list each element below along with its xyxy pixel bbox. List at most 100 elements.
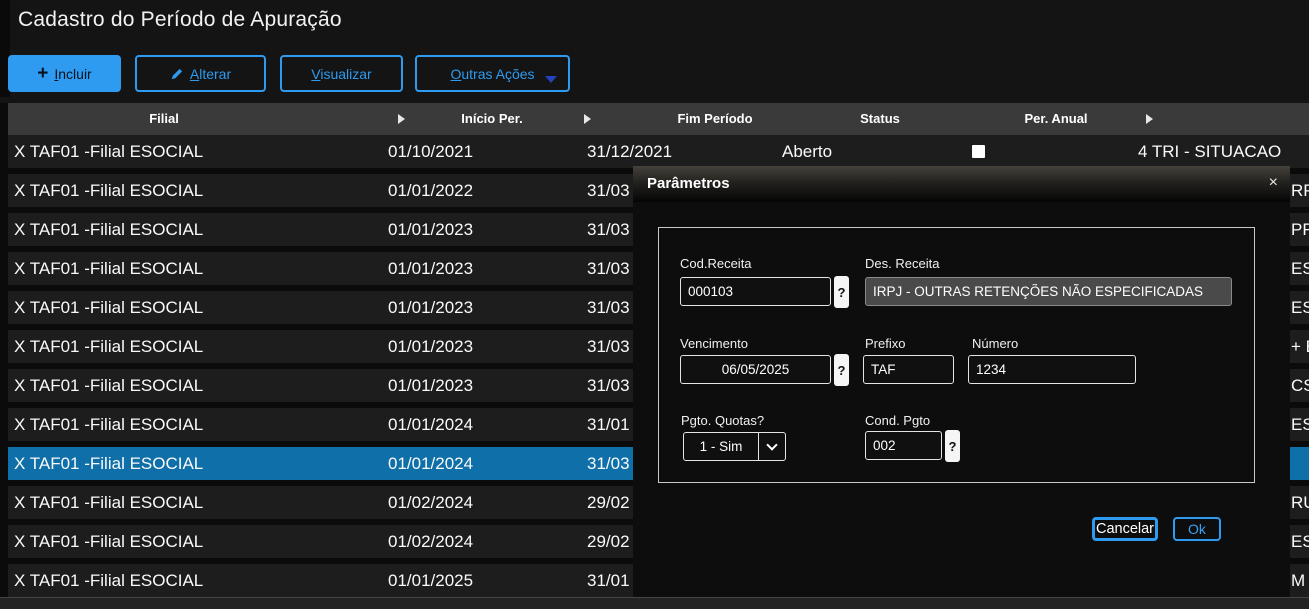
column-header-filial[interactable]: Filial bbox=[149, 111, 179, 126]
cell-fim-periodo: 31/12/2021 bbox=[587, 142, 673, 161]
cond-pgto-lookup-button[interactable]: ? bbox=[945, 430, 960, 462]
incluir-button[interactable]: + Incluir bbox=[8, 55, 121, 92]
pencil-icon bbox=[170, 67, 184, 81]
cell-fim-periodo: 31/01 bbox=[587, 571, 630, 590]
cell-filial: X TAF01 -Filial ESOCIAL bbox=[14, 142, 204, 161]
pgto-quotas-label: Pgto. Quotas? bbox=[681, 413, 765, 428]
visualizar-button[interactable]: Visualizar bbox=[280, 55, 403, 92]
cell-fim-periodo: 31/03 bbox=[587, 259, 630, 278]
cod-receita-input[interactable] bbox=[680, 277, 831, 306]
cell-fim-periodo: 31/03 bbox=[587, 220, 630, 239]
cancelar-button[interactable]: Cancelar bbox=[1092, 517, 1158, 541]
cell-inicio-per: 01/02/2024 bbox=[388, 532, 474, 551]
chevron-down-icon bbox=[759, 438, 785, 451]
cell-fim-periodo: 31/03 bbox=[587, 337, 630, 356]
cell-per-anual-fragment: + E bbox=[1291, 337, 1309, 356]
pgto-quotas-select[interactable]: 1 - Sim bbox=[683, 432, 786, 461]
cell-fim-periodo: 31/03 bbox=[587, 298, 630, 317]
prefixo-label: Prefixo bbox=[865, 336, 906, 351]
alterar-button[interactable]: Alterar bbox=[135, 55, 266, 92]
cell-filial: X TAF01 -Filial ESOCIAL bbox=[14, 181, 204, 200]
column-header-fim-periodo[interactable]: Fim Período bbox=[677, 111, 753, 126]
cell-fim-periodo: 29/02 bbox=[587, 493, 630, 512]
cell-filial: X TAF01 -Filial ESOCIAL bbox=[14, 337, 204, 356]
cell-per-anual-fragment: M bbox=[1291, 571, 1306, 590]
column-header-inicio-per[interactable]: Início Per. bbox=[461, 111, 523, 126]
cell-inicio-per: 01/01/2024 bbox=[388, 454, 474, 473]
dropdown-divider bbox=[758, 433, 759, 460]
cell-filial: X TAF01 -Filial ESOCIAL bbox=[14, 493, 204, 512]
ok-button[interactable]: Ok bbox=[1173, 517, 1221, 541]
cell-filial: X TAF01 -Filial ESOCIAL bbox=[14, 415, 204, 434]
cell-per-anual-fragment: ES bbox=[1291, 532, 1309, 551]
cell-per-anual-fragment: RU bbox=[1291, 493, 1309, 512]
cell-per-anual-fragment: CS bbox=[1291, 376, 1309, 395]
sort-arrow-icon bbox=[584, 114, 591, 124]
outras-acoes-button[interactable]: Outras Ações bbox=[415, 55, 570, 92]
vencimento-calendar-button[interactable]: ? bbox=[834, 354, 849, 386]
visualizar-button-label: Visualizar bbox=[311, 65, 372, 82]
cell-filial: X TAF01 -Filial ESOCIAL bbox=[14, 532, 204, 551]
cell-fim-periodo: 31/03 bbox=[587, 376, 630, 395]
close-icon[interactable]: × bbox=[1268, 174, 1278, 191]
cell-inicio-per: 01/02/2024 bbox=[388, 493, 474, 512]
cell-filial: X TAF01 -Filial ESOCIAL bbox=[14, 571, 204, 590]
vencimento-label: Vencimento bbox=[680, 336, 748, 351]
cod-receita-lookup-button[interactable]: ? bbox=[834, 276, 849, 308]
numero-label: Número bbox=[972, 336, 1019, 351]
cell-per-anual-fragment: ES bbox=[1291, 259, 1309, 278]
cell-inicio-per: 01/01/2023 bbox=[388, 220, 474, 239]
cell-fim-periodo: 29/02 bbox=[587, 532, 630, 551]
cell-per-anual-fragment: PR bbox=[1291, 220, 1309, 239]
dialog-titlebar[interactable]: Parâmetros × bbox=[633, 166, 1290, 202]
cell-filial: X TAF01 -Filial ESOCIAL bbox=[14, 454, 204, 473]
sort-arrow-icon bbox=[1146, 114, 1153, 124]
cell-per-anual-fragment: ES bbox=[1291, 298, 1309, 317]
cell-inicio-per: 01/10/2021 bbox=[388, 142, 474, 161]
cell-inicio-per: 01/01/2023 bbox=[388, 337, 474, 356]
cell-fim-periodo: 31/03 bbox=[587, 181, 630, 200]
cell-inicio-per: 01/01/2024 bbox=[388, 415, 474, 434]
prefixo-input[interactable] bbox=[863, 355, 954, 384]
cell-status: Aberto bbox=[782, 142, 833, 161]
cell-inicio-per: 01/01/2023 bbox=[388, 376, 474, 395]
cell-inicio-per: 01/01/2022 bbox=[388, 181, 474, 200]
cell-filial: X TAF01 -Filial ESOCIAL bbox=[14, 220, 204, 239]
outras-acoes-button-label: Outras Ações bbox=[450, 65, 535, 82]
cell-filial: X TAF01 -Filial ESOCIAL bbox=[14, 298, 204, 317]
parametros-dialog: Parâmetros × Cod.Receita ? Des. Receita … bbox=[633, 166, 1290, 597]
alterar-button-label: Alterar bbox=[189, 65, 232, 82]
cell-fim-periodo: 31/01 bbox=[587, 415, 630, 434]
des-receita-label: Des. Receita bbox=[865, 256, 940, 271]
numero-input[interactable] bbox=[968, 355, 1136, 384]
dialog-groupbox bbox=[658, 227, 1255, 483]
cell-filial: X TAF01 -Filial ESOCIAL bbox=[14, 259, 204, 278]
column-header-per-anual[interactable]: Per. Anual bbox=[1024, 111, 1088, 126]
page-title: Cadastro do Período de Apuração bbox=[18, 8, 342, 31]
cell-inicio-per: 01/01/2025 bbox=[388, 571, 474, 590]
cell-per-anual-fragment: RP bbox=[1291, 181, 1309, 200]
vencimento-input[interactable] bbox=[680, 355, 831, 384]
cell-per-anual-fragment: ES bbox=[1291, 415, 1309, 434]
cell-per-anual: 4 TRI - SITUACAO bbox=[1138, 142, 1282, 161]
column-header-status[interactable]: Status bbox=[860, 111, 900, 126]
cell-inicio-per: 01/01/2023 bbox=[388, 298, 474, 317]
pgto-quotas-selected-value: 1 - Sim bbox=[699, 439, 743, 454]
sort-arrow-icon bbox=[398, 114, 405, 124]
cell-fim-periodo: 31/03 bbox=[587, 454, 630, 473]
cod-receita-label: Cod.Receita bbox=[680, 256, 752, 271]
caret-down-icon bbox=[545, 76, 557, 83]
footer-strip bbox=[0, 597, 1309, 609]
plus-icon: + bbox=[37, 62, 49, 84]
cell-filial: X TAF01 -Filial ESOCIAL bbox=[14, 376, 204, 395]
dialog-title: Parâmetros bbox=[647, 175, 730, 192]
table-row[interactable]: X TAF01 -Filial ESOCIAL 01/10/2021 31/12… bbox=[8, 135, 1309, 168]
incluir-button-label: Incluir bbox=[54, 65, 92, 82]
checkbox-per-anual[interactable] bbox=[972, 145, 985, 158]
cond-pgto-label: Cond. Pgto bbox=[865, 413, 931, 428]
cell-inicio-per: 01/01/2023 bbox=[388, 259, 474, 278]
des-receita-input bbox=[865, 277, 1232, 306]
left-edge-strip bbox=[0, 0, 10, 97]
cond-pgto-input[interactable] bbox=[865, 431, 942, 460]
table-header: Filial Início Per. Fim Período Status Pe… bbox=[8, 103, 1309, 135]
